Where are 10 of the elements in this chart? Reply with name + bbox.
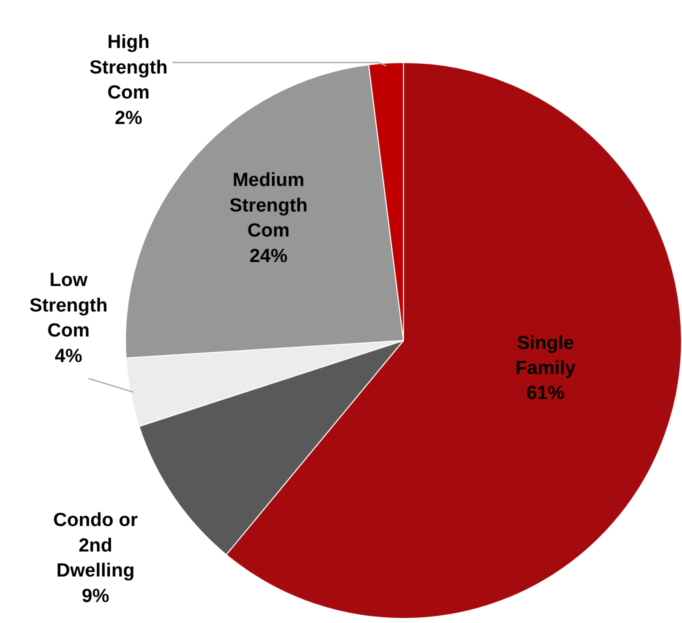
slice-label: High Strength Com: [89, 32, 168, 104]
data-label: 9%: [82, 586, 110, 607]
slice-label: Single Family: [515, 332, 576, 379]
data-label: 4%: [54, 346, 82, 367]
slice-label: Medium Strength Com: [229, 170, 308, 242]
data-label: 61%: [526, 383, 565, 404]
slice-label: Low Strength Com: [29, 270, 108, 342]
slice-label: Condo or 2nd Dwelling: [53, 510, 138, 582]
data-label: 2%: [114, 108, 142, 129]
data-label: 24%: [249, 246, 288, 267]
